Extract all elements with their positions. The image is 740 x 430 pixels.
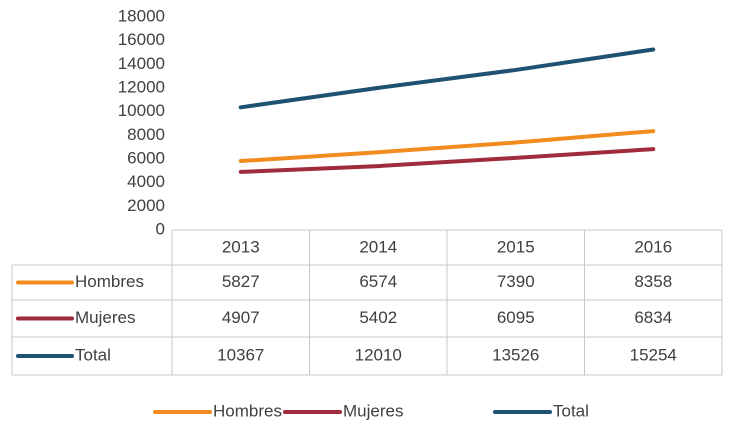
table-cell: 8358	[634, 272, 672, 291]
table-row-label: Total	[75, 345, 111, 364]
table-row-label: Mujeres	[75, 308, 135, 327]
series-line	[238, 147, 656, 174]
x-tick-label: 2016	[634, 237, 672, 256]
table-cell: 5402	[359, 308, 397, 327]
table-cell: 15254	[630, 345, 677, 364]
table-cell: 13526	[492, 345, 539, 364]
table-cell: 4907	[222, 308, 260, 327]
legend-label: Mujeres	[343, 401, 403, 420]
table-cell: 6574	[359, 272, 397, 291]
y-tick-label: 4000	[127, 172, 165, 191]
y-tick-label: 16000	[118, 30, 165, 49]
legend-label: Total	[553, 401, 589, 420]
table-cell: 10367	[217, 345, 264, 364]
y-tick-label: 18000	[118, 6, 165, 25]
y-tick-label: 12000	[118, 77, 165, 96]
table-cell: 7390	[497, 272, 535, 291]
y-tick-label: 14000	[118, 54, 165, 73]
y-tick-label: 8000	[127, 125, 165, 144]
x-tick-label: 2014	[359, 237, 397, 256]
table-cell: 6834	[634, 308, 672, 327]
x-tick-label: 2015	[497, 237, 535, 256]
y-tick-label: 2000	[127, 196, 165, 215]
x-tick-label: 2013	[222, 237, 260, 256]
table-cell: 12010	[355, 345, 402, 364]
table-cell: 6095	[497, 308, 535, 327]
y-tick-label: 0	[156, 219, 165, 238]
y-tick-label: 6000	[127, 148, 165, 167]
table-row-label: Hombres	[75, 272, 144, 291]
legend-label: Hombres	[213, 401, 282, 420]
y-tick-label: 10000	[118, 101, 165, 120]
table-cell: 5827	[222, 272, 260, 291]
series-line	[238, 47, 656, 110]
series-line	[238, 129, 656, 164]
